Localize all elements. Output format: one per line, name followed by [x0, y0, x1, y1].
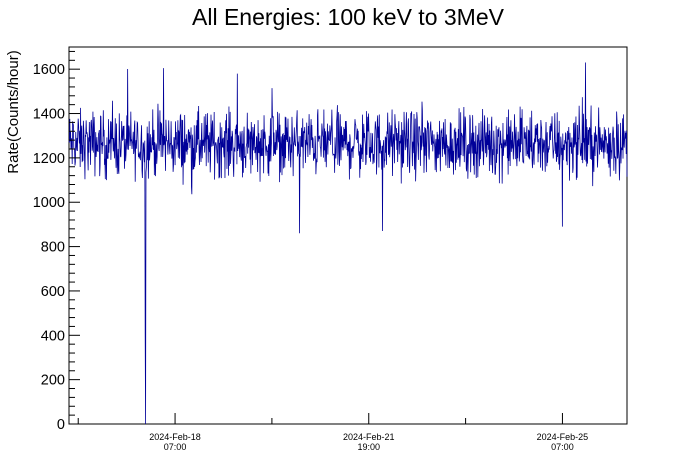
- x-tick-time: 07:00: [551, 442, 574, 452]
- y-axis-label: Rate(Counts/hour): [5, 50, 22, 173]
- y-tick-label: 0: [57, 417, 65, 433]
- y-axis: 0 200 400 600 800 1000 1200 1400 1600: [33, 50, 80, 433]
- series-line: [68, 62, 628, 425]
- chart-title: All Energies: 100 keV to 3MeV: [192, 4, 505, 30]
- plot-frame: [68, 46, 628, 425]
- y-tick-label: 200: [41, 373, 65, 389]
- x-tick-time: 07:00: [164, 442, 187, 452]
- y-tick-label: 1000: [33, 195, 65, 211]
- y-tick-label: 1600: [33, 62, 65, 78]
- y-tick-label: 1200: [33, 151, 65, 167]
- x-axis: 2024-Feb-1807:002024-Feb-2119:002024-Feb…: [77, 413, 589, 452]
- y-tick-label: 800: [41, 240, 65, 256]
- y-tick-label: 600: [41, 284, 65, 300]
- x-tick-date: 2024-Feb-21: [343, 432, 395, 442]
- x-tick-time: 19:00: [357, 442, 380, 452]
- y-tick-label: 1400: [33, 107, 65, 123]
- x-tick-date: 2024-Feb-18: [149, 432, 201, 442]
- y-tick-label: 400: [41, 328, 65, 344]
- x-tick-date: 2024-Feb-25: [537, 432, 589, 442]
- data-series: [68, 62, 628, 425]
